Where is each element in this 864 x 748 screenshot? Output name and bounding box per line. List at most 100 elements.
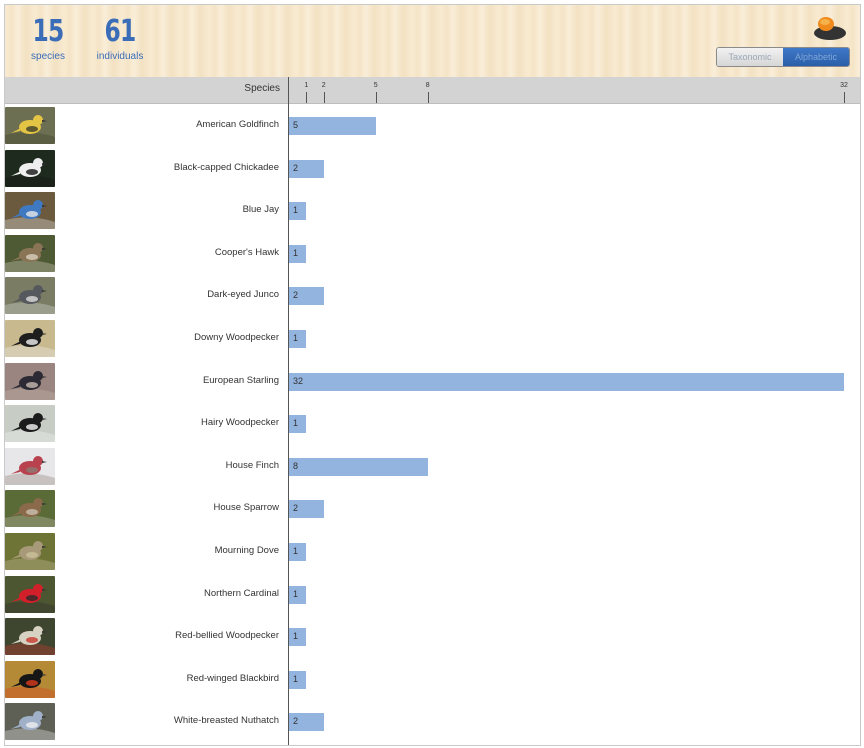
species-name: European Starling [202, 374, 279, 386]
count-value: 1 [293, 418, 299, 429]
count-axis: 1 2 5 8 32 [289, 77, 859, 103]
count-bar: 1 [289, 585, 307, 604]
species-count: 15 [32, 14, 64, 49]
species-row[interactable]: Cooper's Hawk 1 [5, 232, 860, 274]
axis-tick: 32 [840, 77, 848, 103]
count-value: 1 [293, 673, 299, 684]
count-value: 32 [293, 375, 304, 386]
summary-header: 15 species 61 individuals Taxonomic Alph… [5, 5, 860, 78]
axis-tick: 5 [374, 77, 378, 103]
bird-photo-thumbnail[interactable] [5, 703, 55, 741]
species-name: Black-capped Chickadee [173, 161, 279, 173]
species-name: Dark-eyed Junco [207, 289, 279, 301]
count-value: 2 [293, 162, 299, 173]
species-row[interactable]: Hairy Woodpecker 1 [5, 402, 860, 444]
species-name: Red-bellied Woodpecker [175, 630, 279, 642]
axis-tick-label: 1 [304, 82, 309, 89]
species-row[interactable]: House Sparrow 2 [5, 487, 860, 529]
count-bar: 2 [289, 159, 324, 178]
species-row[interactable]: Black-capped Chickadee 2 [5, 147, 860, 189]
species-row[interactable]: Blue Jay 1 [5, 189, 860, 231]
species-name: Mourning Dove [214, 545, 279, 556]
individuals-stat: 61 individuals [93, 15, 147, 63]
species-row[interactable]: House Finch 8 [5, 445, 860, 487]
count-value: 5 [293, 120, 299, 130]
axis-tick-line [323, 92, 325, 103]
count-bar: 2 [289, 287, 324, 306]
axis-tick-label: 8 [425, 82, 430, 89]
species-name: Downy Woodpecker [194, 332, 279, 343]
axis-tick: 1 [304, 77, 308, 103]
bird-photo-thumbnail[interactable] [5, 234, 55, 272]
count-bar: 1 [289, 670, 307, 689]
bird-photo-thumbnail[interactable] [5, 618, 55, 656]
species-column-header: Species [244, 83, 280, 94]
species-name: American Goldfinch [196, 119, 279, 130]
species-name: White-breasted Nuthatch [173, 715, 279, 727]
count-value: 2 [293, 503, 299, 514]
sort-alphabetic-button[interactable]: Alphabetic [783, 48, 849, 66]
count-bar: 1 [289, 415, 307, 434]
axis-tick-line [844, 92, 845, 103]
bird-photo-thumbnail[interactable] [5, 490, 55, 528]
bird-photo-thumbnail[interactable] [5, 447, 55, 485]
bird-photo-thumbnail[interactable] [5, 192, 55, 230]
bird-photo-thumbnail[interactable] [5, 320, 55, 357]
axis-tick: 8 [426, 77, 430, 103]
species-name: Blue Jay [242, 204, 279, 216]
sort-toggle[interactable]: Taxonomic Alphabetic [716, 47, 850, 67]
bird-photo-thumbnail[interactable] [5, 575, 55, 613]
species-row[interactable]: Downy Woodpecker 1 [5, 317, 860, 359]
species-name: Cooper's Hawk [214, 246, 279, 258]
column-header: Species 1 2 5 8 32 [5, 77, 860, 104]
species-row[interactable]: White-breasted Nuthatch 2 [5, 700, 860, 742]
species-row[interactable]: European Starling 32 [5, 360, 860, 402]
species-row[interactable]: Red-winged Blackbird 1 [5, 658, 860, 700]
axis-tick-line [427, 92, 429, 103]
count-value: 2 [293, 716, 299, 727]
species-row[interactable]: Dark-eyed Junco 2 [5, 274, 860, 316]
bird-photo-thumbnail[interactable] [5, 107, 55, 144]
bird-photo-thumbnail[interactable] [5, 660, 55, 698]
species-name: Red-winged Blackbird [186, 672, 279, 684]
axis-tick-line [375, 92, 377, 103]
species-row[interactable]: American Goldfinch 5 [5, 104, 860, 146]
axis-tick-label: 2 [321, 82, 326, 89]
count-bar: 32 [289, 372, 844, 391]
count-value: 1 [293, 631, 299, 642]
axis-baseline [288, 77, 289, 745]
count-bar: 1 [289, 543, 307, 561]
count-value: 2 [293, 290, 299, 301]
bird-photo-thumbnail[interactable] [5, 362, 55, 400]
bird-photo-thumbnail[interactable] [5, 149, 55, 187]
sort-taxonomic-button[interactable]: Taxonomic [717, 48, 783, 66]
species-name: House Sparrow [213, 502, 279, 514]
bird-photo-thumbnail[interactable] [5, 405, 55, 443]
count-bar: 1 [289, 330, 307, 348]
axis-tick-line [306, 92, 308, 103]
bird-logo-icon [814, 17, 846, 40]
count-value: 1 [293, 588, 299, 599]
count-bar: 1 [289, 628, 307, 647]
axis-tick: 2 [322, 77, 326, 103]
species-row[interactable]: Northern Cardinal 1 [5, 573, 860, 615]
individuals-label: individuals [96, 51, 144, 62]
individuals-count: 61 [104, 14, 136, 49]
species-row[interactable]: Mourning Dove 1 [5, 530, 860, 572]
species-stat: 15 species [27, 15, 69, 63]
bird-count-panel: 15 species 61 individuals Taxonomic Alph… [4, 4, 861, 746]
count-value: 1 [293, 333, 299, 343]
species-name: Hairy Woodpecker [201, 417, 279, 429]
axis-tick-label: 32 [840, 82, 848, 89]
species-row[interactable]: Red-bellied Woodpecker 1 [5, 615, 860, 657]
count-value: 8 [293, 460, 299, 471]
bird-photo-thumbnail[interactable] [5, 277, 55, 315]
bird-photo-thumbnail[interactable] [5, 533, 55, 570]
count-value: 1 [293, 205, 299, 216]
species-name: House Finch [225, 459, 279, 471]
count-bar: 1 [289, 244, 307, 263]
species-name: Northern Cardinal [204, 587, 279, 599]
axis-tick-label: 5 [373, 82, 378, 89]
species-label: species [31, 51, 65, 62]
count-bar: 2 [289, 500, 324, 519]
